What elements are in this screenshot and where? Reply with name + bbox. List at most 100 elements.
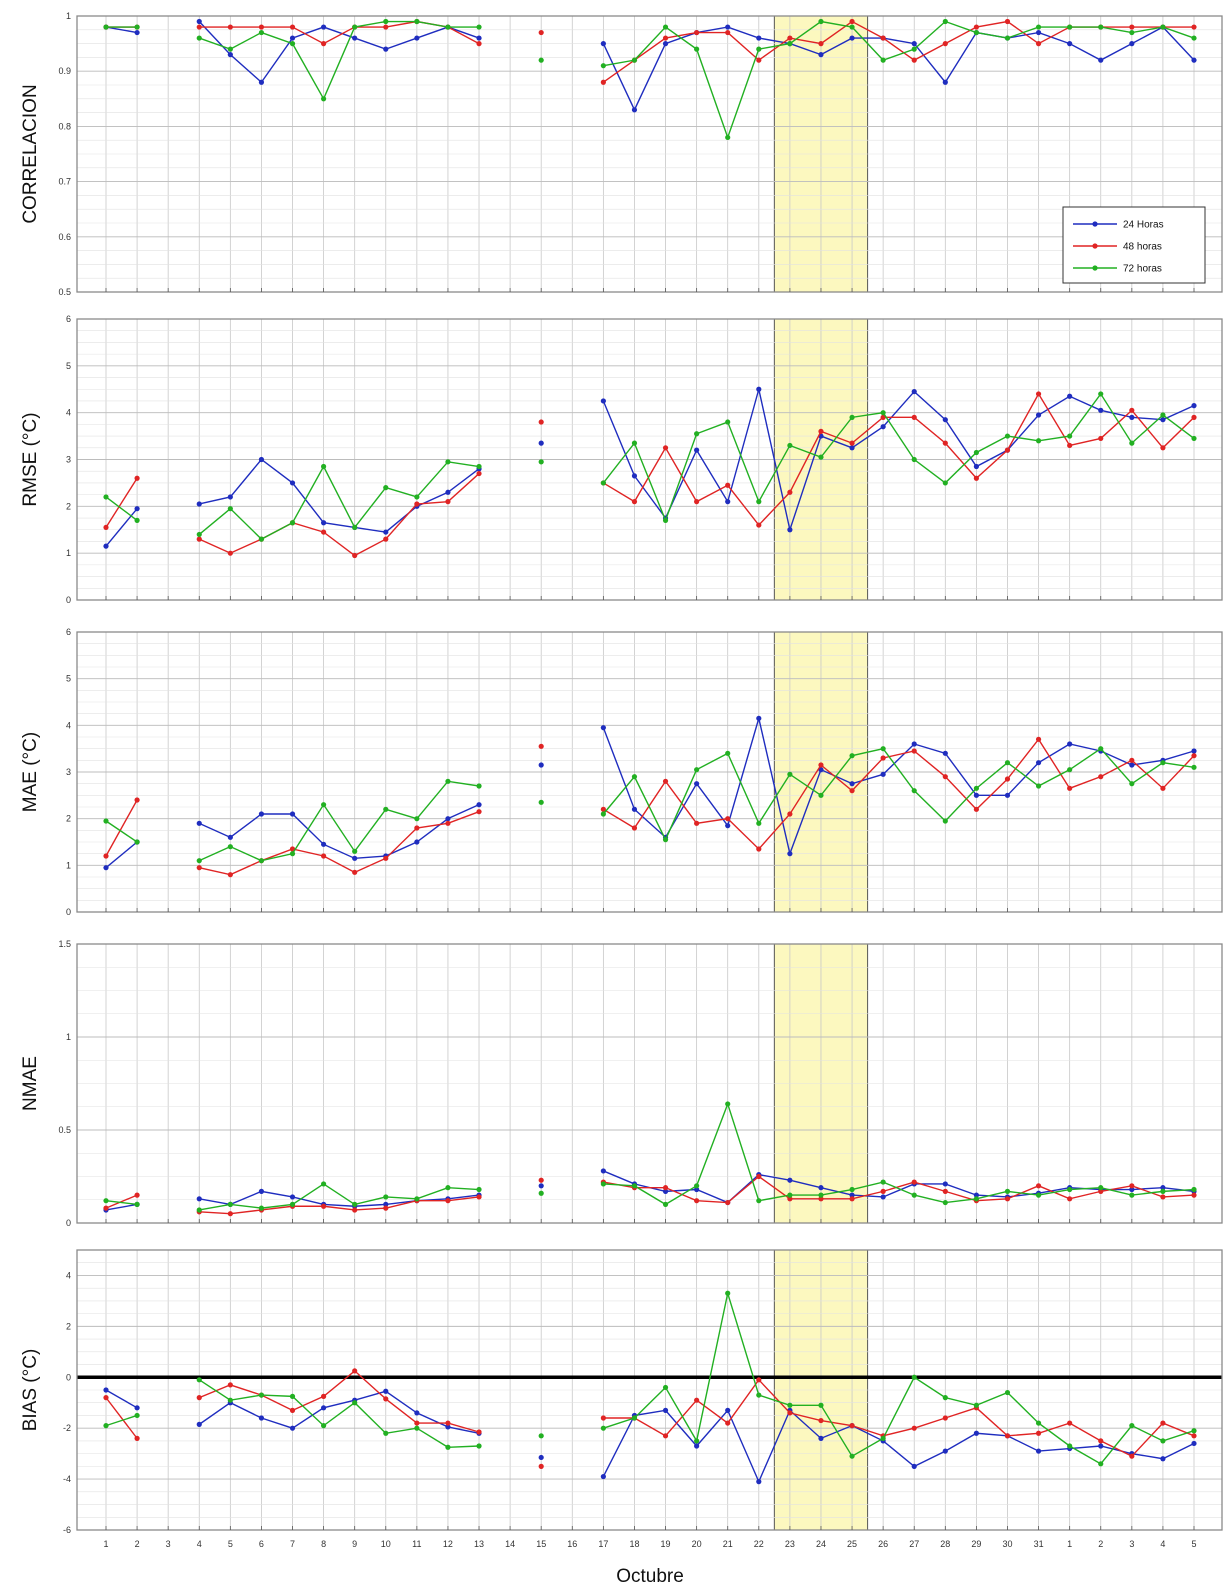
data-point-24-horas — [1129, 1186, 1135, 1193]
data-point-72-horas — [1035, 783, 1042, 789]
series-line-72-horas — [199, 1183, 480, 1211]
data-point-72-horas — [227, 1201, 233, 1207]
data-point-72-horas — [258, 536, 265, 542]
data-point-72-horas — [414, 816, 420, 822]
data-point-72-horas — [445, 459, 451, 465]
series-48-horas — [103, 391, 1197, 559]
data-point-24-horas — [445, 489, 451, 495]
data-point-24-horas — [134, 29, 140, 36]
x-tick-label: 23 — [785, 1539, 795, 1549]
data-point-48-horas — [445, 1198, 451, 1204]
data-point-48-horas — [694, 820, 700, 826]
data-point-72-horas — [1098, 24, 1104, 30]
x-tick-label: 11 — [412, 1539, 421, 1549]
data-point-72-horas — [849, 753, 855, 759]
series-48-horas — [103, 736, 1197, 878]
data-point-24-horas — [1160, 1185, 1166, 1191]
data-point-24-horas — [1004, 792, 1011, 798]
data-point-48-horas — [445, 1420, 451, 1426]
series-line-48-horas — [105, 1194, 138, 1209]
data-point-48-horas — [1035, 736, 1042, 742]
data-point-72-horas — [787, 771, 793, 777]
data-point-72-horas — [538, 1433, 544, 1439]
series-line-24-horas — [602, 389, 1195, 533]
data-point-48-horas — [258, 24, 265, 30]
data-point-48-horas — [1191, 414, 1197, 420]
data-point-48-horas — [1191, 1433, 1197, 1439]
data-point-48-horas — [973, 806, 980, 812]
data-point-72-horas — [756, 1198, 762, 1204]
data-point-72-horas — [662, 517, 669, 523]
data-point-48-horas — [849, 440, 855, 446]
series-line-24-horas — [198, 804, 480, 860]
data-point-24-horas — [289, 1425, 296, 1431]
data-point-72-horas — [352, 524, 358, 531]
data-point-48-horas — [911, 1179, 917, 1185]
data-point-72-horas — [352, 1400, 358, 1406]
data-point-72-horas — [1191, 35, 1197, 41]
data-point-72-horas — [321, 802, 327, 808]
y-tick-label: 1 — [66, 1032, 71, 1042]
data-point-48-horas — [1160, 785, 1166, 791]
x-tick-label: 28 — [940, 1539, 950, 1549]
data-point-72-horas — [631, 1183, 638, 1189]
data-point-24-horas — [1129, 41, 1135, 47]
data-point-24-horas — [476, 35, 482, 41]
y-tick-label: 4 — [66, 408, 71, 418]
data-point-72-horas — [1004, 35, 1011, 41]
series-line-72-horas — [105, 1199, 138, 1206]
data-point-72-horas — [1129, 1192, 1135, 1198]
data-point-72-horas — [383, 485, 389, 491]
series-72-horas — [103, 1101, 1197, 1213]
data-point-72-horas — [631, 57, 638, 63]
data-point-24-horas — [694, 781, 700, 787]
data-point-72-horas — [321, 96, 327, 102]
data-point-72-horas — [631, 774, 638, 780]
data-point-48-horas — [880, 35, 886, 41]
data-point-72-horas — [227, 844, 233, 850]
data-point-72-horas — [196, 1377, 202, 1383]
data-point-72-horas — [880, 746, 886, 752]
data-point-72-horas — [756, 499, 762, 505]
y-tick-label: 0.7 — [58, 177, 71, 187]
data-point-48-horas — [414, 1420, 420, 1426]
data-point-24-horas — [725, 499, 731, 505]
data-point-48-horas — [103, 1205, 109, 1211]
x-tick-label: 19 — [661, 1539, 671, 1549]
data-point-48-horas — [383, 536, 389, 542]
data-point-72-horas — [103, 24, 109, 30]
panel-nmae: 0 0.5 1 1.5 NMAE — [20, 939, 1223, 1228]
data-point-24-horas — [1035, 1448, 1042, 1454]
y-tick-label: 4 — [66, 720, 71, 730]
data-point-72-horas — [1160, 24, 1166, 30]
data-point-48-horas — [787, 1196, 793, 1202]
data-point-72-horas — [352, 848, 358, 854]
data-point-72-horas — [694, 431, 700, 437]
data-point-72-horas — [445, 1185, 451, 1191]
data-point-48-horas — [321, 1203, 327, 1209]
x-axis-label: Octubre — [616, 1566, 684, 1587]
data-point-72-horas — [289, 520, 296, 526]
x-tick-label: 2 — [1098, 1539, 1103, 1549]
data-point-48-horas — [818, 1196, 824, 1202]
data-point-24-horas — [1129, 414, 1135, 420]
data-point-72-horas — [1004, 1389, 1011, 1396]
data-point-24-horas — [694, 1443, 700, 1449]
panel-rmse-c: 0 1 2 3 4 5 6 RMSE (°C) — [20, 314, 1223, 605]
data-point-24-horas — [756, 386, 762, 392]
data-point-72-horas — [631, 1415, 638, 1421]
data-point-48-horas — [880, 414, 886, 420]
data-point-72-horas — [1098, 1461, 1104, 1467]
data-point-24-horas — [289, 480, 296, 486]
x-tick-label: 27 — [909, 1539, 919, 1549]
series-24-horas — [103, 18, 1197, 113]
x-tick-label: 5 — [1191, 1539, 1196, 1549]
data-point-72-horas — [321, 463, 327, 470]
data-point-48-horas — [725, 29, 731, 36]
series-line-24-horas — [105, 841, 138, 869]
panel-correlacion: 0.5 0.6 0.7 0.8 0.9 1 CORRELACION — [20, 11, 1223, 297]
data-point-48-horas — [383, 1396, 389, 1402]
data-point-48-horas — [196, 536, 202, 542]
data-point-24-horas — [196, 1196, 202, 1202]
series-line-48-horas — [199, 1196, 480, 1215]
